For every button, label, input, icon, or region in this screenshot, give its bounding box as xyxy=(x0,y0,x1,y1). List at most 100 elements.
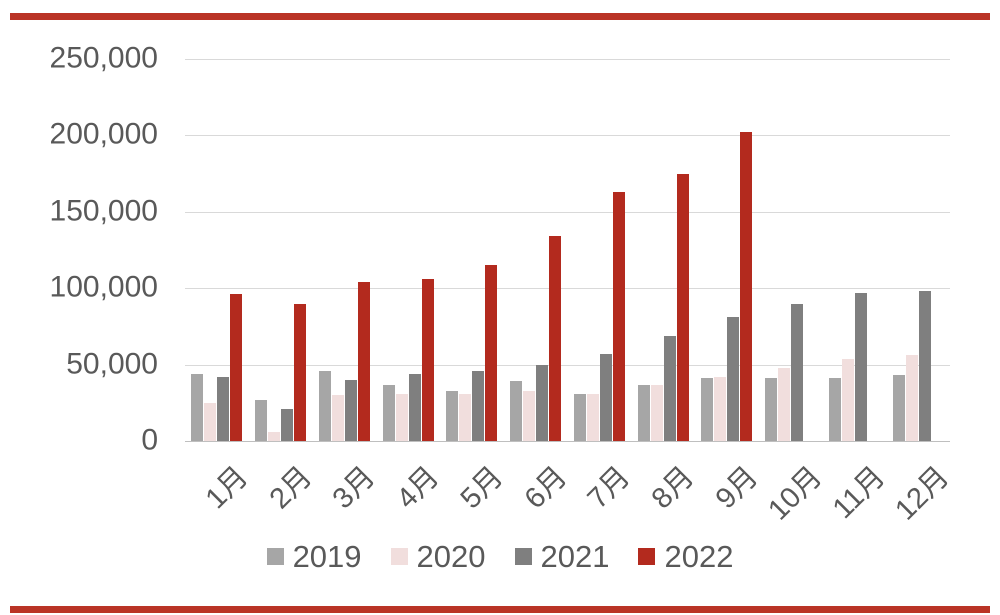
x-tick-label: 5月 xyxy=(454,460,510,516)
bar-2021-6月 xyxy=(536,364,549,441)
x-tick-label: 7月 xyxy=(582,460,637,516)
gridline xyxy=(185,211,950,213)
bar-group-8月 xyxy=(631,59,695,441)
bar-2020-4月 xyxy=(395,393,408,441)
bar-2022-4月 xyxy=(421,279,434,441)
bar-2019-9月 xyxy=(701,378,714,441)
y-tick-label: 0 xyxy=(141,423,158,457)
bar-2021-1月 xyxy=(217,376,230,441)
bar-2019-4月 xyxy=(382,384,395,441)
bar-group-6月 xyxy=(504,59,568,441)
bar-2020-12月 xyxy=(905,355,918,441)
bars-layer xyxy=(185,59,950,441)
legend: 2019 2020 2021 2022 xyxy=(0,541,1000,572)
bar-2022-1月 xyxy=(230,294,243,441)
x-tick-label: 4月 xyxy=(390,460,446,516)
legend-label: 2021 xyxy=(540,539,610,574)
x-tick-label: 6月 xyxy=(518,460,573,516)
x-tick-label: 3月 xyxy=(327,460,382,516)
bar-2020-6月 xyxy=(523,390,536,441)
bar-2019-8月 xyxy=(637,384,650,441)
bar-2020-8月 xyxy=(650,384,663,441)
bar-2020-7月 xyxy=(586,393,599,441)
bar-2020-5月 xyxy=(459,393,472,441)
bar-2020-3月 xyxy=(331,395,344,441)
bar-2021-4月 xyxy=(408,373,421,441)
bar-2021-8月 xyxy=(663,335,676,441)
legend-item-2021: 2021 xyxy=(514,539,610,574)
gridline xyxy=(185,288,950,290)
legend-swatch-icon xyxy=(638,548,656,565)
bar-2020-2月 xyxy=(268,431,281,441)
bar-2022-7月 xyxy=(612,191,625,441)
bar-2021-2月 xyxy=(281,408,294,441)
plot-area: 250,000 200,000 150,000 100,000 50,000 0 1月 2月… xyxy=(50,41,956,526)
legend-item-2022: 2022 xyxy=(638,541,733,572)
bar-2021-7月 xyxy=(599,353,612,441)
legend-item-2019: 2019 xyxy=(266,539,362,574)
gridline xyxy=(185,364,950,366)
legend-swatch-icon xyxy=(390,548,408,565)
bar-2022-6月 xyxy=(549,236,562,441)
bar-2022-5月 xyxy=(485,265,498,441)
y-tick-label: 200,000 xyxy=(49,117,158,151)
bar-2019-7月 xyxy=(573,393,586,441)
bar-2021-12月 xyxy=(918,291,931,441)
legend-swatch-icon xyxy=(266,548,284,565)
bar-2019-10月 xyxy=(765,378,778,441)
bar-group-1月 xyxy=(185,59,249,441)
bar-group-10月 xyxy=(759,59,823,441)
gridline xyxy=(185,135,950,137)
bar-2020-11月 xyxy=(841,358,854,441)
bar-2021-10月 xyxy=(791,303,804,441)
y-tick-label: 250,000 xyxy=(49,41,158,75)
bar-2019-12月 xyxy=(892,375,905,441)
y-tick-label: 150,000 xyxy=(49,194,158,228)
bar-2022-2月 xyxy=(294,303,307,441)
legend-swatch-icon xyxy=(514,548,532,565)
x-tick-label: 12月 xyxy=(889,460,956,527)
bar-2020-1月 xyxy=(204,402,217,441)
gridline xyxy=(185,59,950,60)
bar-2019-2月 xyxy=(255,399,268,441)
bar-group-11月 xyxy=(823,59,887,441)
bar-2021-11月 xyxy=(854,292,867,441)
bottom-accent-rule xyxy=(10,606,990,613)
bar-2020-10月 xyxy=(778,367,791,441)
bar-2019-11月 xyxy=(828,378,841,441)
x-tick-label: 10月 xyxy=(761,460,828,527)
gridline xyxy=(185,441,950,442)
legend-item-2020: 2020 xyxy=(390,539,486,574)
bar-2022-8月 xyxy=(676,173,689,441)
bar-2020-9月 xyxy=(714,376,727,441)
bar-2019-6月 xyxy=(510,381,523,441)
bar-2021-9月 xyxy=(727,317,740,441)
top-accent-rule xyxy=(10,13,990,20)
bar-group-3月 xyxy=(313,59,377,441)
bar-group-2月 xyxy=(249,59,313,441)
legend-label: 2022 xyxy=(664,539,734,574)
bar-2019-3月 xyxy=(318,370,331,441)
bar-group-5月 xyxy=(440,59,504,441)
bar-group-12月 xyxy=(886,59,950,441)
bar-group-9月 xyxy=(695,59,759,441)
bar-2021-3月 xyxy=(344,379,357,441)
bar-2019-5月 xyxy=(446,390,459,441)
legend-label: 2020 xyxy=(416,539,486,574)
x-tick-label: 8月 xyxy=(645,460,701,516)
x-tick-label: 2月 xyxy=(263,460,318,516)
bar-group-7月 xyxy=(568,59,632,441)
bar-group-4月 xyxy=(376,59,440,441)
legend-label: 2019 xyxy=(292,539,362,574)
bar-2019-1月 xyxy=(191,373,204,441)
x-tick-label: 1月 xyxy=(199,460,255,516)
bar-2022-9月 xyxy=(740,132,753,441)
y-tick-label: 100,000 xyxy=(49,270,158,304)
bar-2022-3月 xyxy=(357,282,370,441)
x-tick-label: 9月 xyxy=(709,460,765,516)
x-axis-labels: 1月 2月 3月 4月 5月 6月 7月 8月 9月 10月 11月 12月 xyxy=(185,453,956,538)
y-tick-label: 50,000 xyxy=(66,346,158,380)
x-tick-label: 11月 xyxy=(827,460,892,526)
bar-2021-5月 xyxy=(472,370,485,441)
